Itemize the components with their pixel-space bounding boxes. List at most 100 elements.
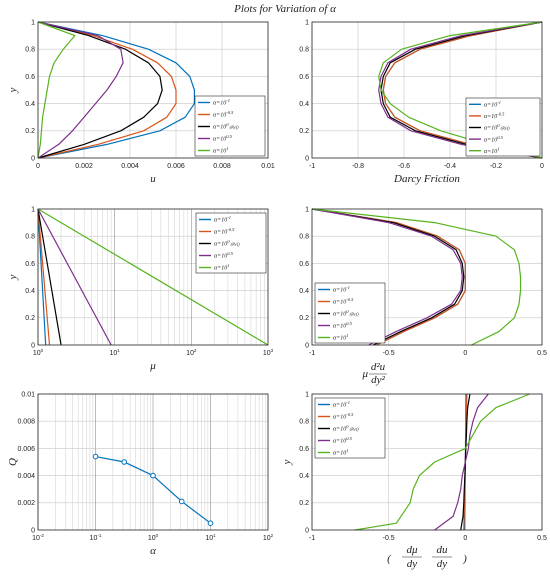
axes-frame <box>311 21 543 159</box>
x-tick-label: 0.01 <box>261 163 275 170</box>
legend-label: α=100.5 <box>213 134 233 143</box>
y-tick-label: 0.6 <box>25 74 35 81</box>
y-tick-label: 0.6 <box>299 261 309 268</box>
series-group <box>378 21 543 159</box>
series-line-blue <box>37 21 195 159</box>
legend-label: α=10-1 <box>484 100 501 109</box>
y-tick-label: 0.2 <box>299 315 309 322</box>
series-line-green <box>354 393 530 531</box>
series-line-purple <box>37 208 112 346</box>
data-point <box>178 498 185 505</box>
x-tick-label: 0.5 <box>537 350 547 357</box>
axes-frame <box>37 21 269 159</box>
y-tick-label: 1 <box>305 206 309 213</box>
y-axis-label: y <box>7 87 19 93</box>
series-line-orange <box>311 208 466 346</box>
x-axis-label: u <box>150 173 156 185</box>
legend-label: α=100 (Ref) <box>333 424 359 433</box>
y-tick-label: 0.002 <box>17 500 35 507</box>
x-tick-label: 0 <box>463 535 467 542</box>
x-axis-label: Darcy Friction <box>393 173 460 185</box>
y-axis-label: Q <box>7 458 19 466</box>
series-line-purple <box>434 393 489 531</box>
panel-mu: 0 0.2 0.4 0.6 0.8 1 100 101 102 103 y μ α=10-1 α=10-0… <box>7 206 274 372</box>
svg-text:dy: dy <box>437 558 448 570</box>
panel-Q: 0 0.002 0.004 0.006 0.008 0.01 10-2 10-1 100 101 1… <box>7 391 274 557</box>
x-tick-label: 0 <box>540 163 544 170</box>
y-axis-label: y <box>281 459 293 465</box>
legend-label: α=100.5 <box>214 251 234 260</box>
series-group <box>354 393 530 531</box>
y-tick-label: 0.01 <box>21 391 35 398</box>
legend: α=10-1 α=10-0.5 α=100 (Ref) α=100.5 α=101 <box>194 95 266 157</box>
x-tick-label: 102 <box>263 533 274 542</box>
x-tick-label: 0.006 <box>167 163 185 170</box>
y-tick-label: 0 <box>305 527 309 534</box>
legend: α=10-1 α=10-0.5 α=100 (Ref) α=100.5 α=101 <box>314 282 386 344</box>
y-tick-label: 0.4 <box>299 288 309 295</box>
legend-label: α=10-1 <box>333 285 350 294</box>
x-tick-label: 0.5 <box>537 535 547 542</box>
svg-text:dμ: dμ <box>406 544 418 556</box>
legend-label: α=101 <box>333 448 348 457</box>
y-axis-label: y <box>7 274 19 280</box>
y-tick-label: 1 <box>31 19 35 26</box>
data-point <box>92 453 99 460</box>
y-tick-label: 0.2 <box>299 500 309 507</box>
panel-mu-d2u: 00.20.40.60.81-1 -0.5 0 0.5μd²udy²α=10-1α=1… <box>299 206 547 386</box>
y-tick-label: 0 <box>305 342 309 349</box>
legend-label: α=10-1 <box>213 98 230 107</box>
legend-label: α=10-0.5 <box>484 112 505 121</box>
series-line-blue <box>37 208 47 346</box>
x-tick-label: -0.8 <box>352 163 364 170</box>
y-tick-label: 0.006 <box>17 446 35 453</box>
series-line-black <box>37 208 62 346</box>
series-group <box>92 453 214 527</box>
series-line-black <box>311 208 465 346</box>
x-tick-label: -0.5 <box>383 350 395 357</box>
legend-label: α=10-0.5 <box>213 110 234 119</box>
panel-dmu-du: 0 0.2 0.4 0.6 0.8 1 -1 -0.5 0 0.5 y () dμ dy du dy α=10-… <box>281 391 547 570</box>
y-tick-label: 1 <box>305 19 309 26</box>
y-tick-label: 0.008 <box>17 419 35 426</box>
axes-frame <box>311 393 543 531</box>
y-tick-label: 0.6 <box>299 74 309 81</box>
panel-u: 0 0.2 0.4 0.6 0.8 1 0 0.002 0.004 0.006 0.008 0.01 y… <box>7 19 275 185</box>
y-tick-label: 0 <box>31 527 35 534</box>
x-tick-label: -1 <box>309 535 315 542</box>
x-tick-label: 102 <box>186 348 197 357</box>
x-tick-label: 0.004 <box>121 163 139 170</box>
x-tick-label: -1 <box>309 163 315 170</box>
svg-text:): ) <box>462 553 467 565</box>
axes-frame <box>37 208 269 346</box>
y-tick-label: 0.8 <box>25 234 35 241</box>
axes-frame <box>37 393 269 531</box>
y-tick-label: 0.8 <box>299 419 309 426</box>
svg-text:du: du <box>437 544 449 556</box>
y-tick-label: 1 <box>31 206 35 213</box>
x-tick-label: -0.5 <box>383 535 395 542</box>
svg-text:dy²: dy² <box>371 374 385 386</box>
x-tick-label: 10-2 <box>32 533 44 542</box>
x-tick-label: 101 <box>205 533 216 542</box>
y-tick-label: 0.8 <box>299 47 309 54</box>
series-group <box>311 208 522 346</box>
legend: α=10-1 α=10-0.5 α=100 (Ref) α=100.5 α=101 <box>195 212 267 274</box>
series-group <box>37 208 269 346</box>
y-tick-label: 0.004 <box>17 473 35 480</box>
y-tick-label: 0.8 <box>25 47 35 54</box>
x-tick-label: 100 <box>148 533 159 542</box>
x-tick-label: 0 <box>36 163 40 170</box>
series-line-green <box>311 208 522 346</box>
x-axis-label: μ <box>149 360 156 372</box>
series-line-purple <box>378 21 543 159</box>
x-tick-label: -0.2 <box>490 163 502 170</box>
x-tick-label: 103 <box>263 348 274 357</box>
series-line-orange <box>37 21 177 159</box>
x-tick-label: 0.002 <box>75 163 93 170</box>
y-tick-label: 0.4 <box>299 101 309 108</box>
legend: α=10-1 α=10-0.5 α=100 (Ref) α=100.5 α=101 <box>314 397 386 459</box>
data-point <box>121 459 128 465</box>
x-axis-label: () dμ dy du dy <box>387 544 467 570</box>
legend-label: α=10-0.5 <box>333 412 354 421</box>
